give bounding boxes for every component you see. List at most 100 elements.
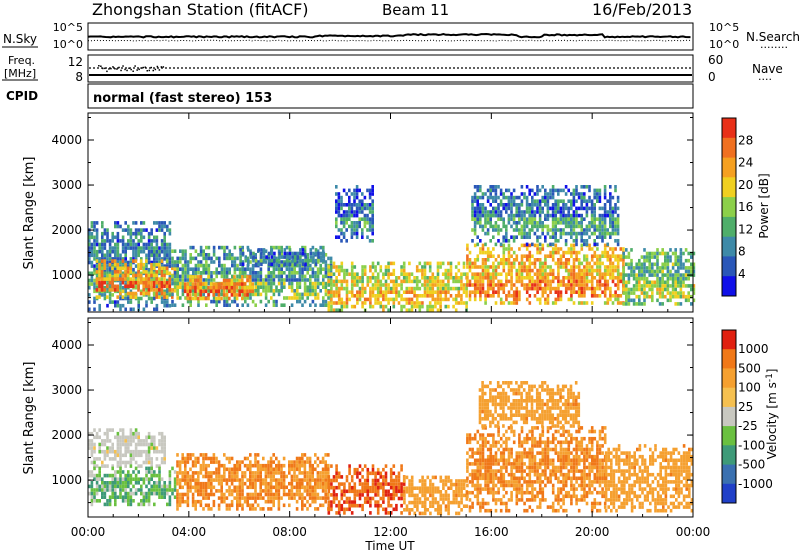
data-cell (570, 228, 573, 232)
data-cell (551, 247, 555, 251)
data-cell (197, 299, 200, 304)
data-cell (512, 221, 516, 225)
data-cell (150, 231, 153, 236)
data-cell (295, 492, 299, 497)
data-cell (202, 453, 205, 457)
data-cell (402, 272, 406, 276)
data-cell (199, 249, 203, 253)
data-cell (489, 210, 492, 214)
data-cell (499, 283, 503, 287)
data-cell (481, 203, 485, 207)
data-cell (194, 463, 197, 468)
data-cell (340, 206, 343, 211)
data-cell (452, 279, 455, 284)
data-cell (308, 474, 312, 479)
data-cell (306, 289, 309, 293)
data-cell (593, 206, 596, 211)
nsky-panel: N.Sky 10^5 10^0 10^5 10^0 N.Search .....… (2, 21, 800, 51)
data-cell (277, 292, 281, 297)
data-cell (666, 262, 670, 267)
data-cell (327, 265, 331, 269)
data-cell (101, 249, 104, 254)
data-cell (583, 268, 586, 273)
data-cell (166, 253, 169, 258)
data-cell (223, 303, 226, 307)
data-cell (408, 308, 411, 312)
data-cell (575, 250, 578, 255)
data-cell (215, 299, 218, 304)
data-cell (368, 192, 372, 196)
data-cell (494, 276, 498, 280)
data-cell (256, 463, 260, 468)
data-cell (611, 206, 615, 211)
data-cell (236, 460, 239, 464)
data-cell (93, 491, 96, 496)
data-cell (308, 463, 312, 468)
data-cell (171, 249, 174, 253)
data-cell (140, 442, 143, 447)
data-cell (153, 470, 156, 474)
data-cell (476, 199, 479, 203)
data-cell (327, 511, 331, 515)
data-cell (601, 283, 604, 287)
data-cell (376, 261, 380, 266)
data-cell (497, 210, 500, 214)
data-cell (319, 474, 322, 479)
data-cell (606, 242, 609, 247)
data-cell (366, 213, 369, 218)
data-cell (134, 231, 138, 236)
data-cell (609, 206, 612, 211)
data-cell (241, 481, 244, 486)
data-cell (544, 235, 547, 239)
data-cell (497, 206, 500, 211)
data-cell (223, 478, 226, 482)
data-cell (356, 297, 359, 302)
data-cell (596, 192, 599, 196)
data-cell (239, 262, 242, 267)
data-cell (505, 239, 508, 243)
data-cell (249, 507, 252, 511)
data-cell (207, 471, 210, 475)
data-cell (572, 265, 576, 269)
data-cell (181, 271, 185, 275)
data-cell (577, 258, 581, 262)
data-cell (119, 464, 122, 468)
data-cell (481, 224, 485, 229)
data-cell (93, 235, 96, 240)
data-cell (515, 213, 518, 218)
data-cell (572, 279, 576, 284)
data-cell (137, 303, 140, 308)
data-cell (103, 464, 107, 468)
data-cell (497, 239, 500, 243)
data-cell (134, 473, 138, 478)
data-cell (98, 262, 101, 267)
data-cell (402, 265, 406, 269)
data-cell (168, 288, 171, 292)
data-cell (158, 295, 161, 299)
data-cell (275, 481, 278, 486)
data-cell (267, 289, 270, 293)
data-cell (259, 285, 263, 289)
freq-panel: Freq. [MHz] 12 8 60 0 Nave .... (2, 53, 783, 84)
data-cell (473, 297, 477, 302)
data-cell (324, 499, 327, 504)
data-cell (538, 203, 542, 207)
data-cell (598, 258, 602, 262)
data-cell (627, 255, 631, 259)
data-cell (384, 297, 388, 302)
data-cell (186, 296, 189, 301)
data-cell (559, 217, 563, 221)
data-cell (536, 243, 539, 248)
data-cell (108, 239, 112, 243)
data-cell (382, 308, 385, 312)
data-cell (575, 276, 578, 280)
data-cell (619, 279, 623, 284)
data-cell (116, 221, 120, 225)
data-cell (382, 297, 385, 302)
data-cell (171, 278, 174, 282)
data-cell (158, 431, 161, 436)
data-cell (290, 492, 294, 497)
data-cell (285, 278, 289, 282)
data-cell (93, 253, 96, 258)
data-cell (160, 239, 164, 243)
